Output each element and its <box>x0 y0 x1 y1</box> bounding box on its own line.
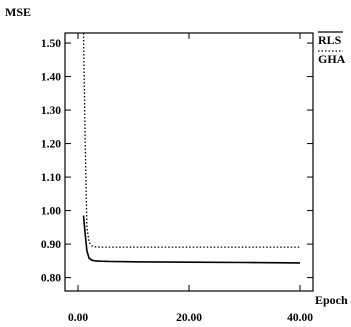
y-tick-label: 0.80 <box>41 273 61 285</box>
series-line-rls <box>82 215 301 264</box>
x-tick-label: 40.00 <box>287 312 313 324</box>
legend-label-gha: GHA <box>318 52 346 66</box>
y-tick-label: 0.90 <box>41 239 61 251</box>
legend-label-rls: RLS <box>318 33 342 47</box>
series-layer <box>82 32 301 264</box>
legend: RLS GHA <box>318 31 346 66</box>
plot-area-border <box>64 32 314 292</box>
x-axis-ticks: 0.00 20.00 40.00 <box>68 33 313 324</box>
x-tick-label: 0.00 <box>68 312 88 324</box>
plot-frame <box>64 32 314 292</box>
y-tick-label: 1.10 <box>41 172 61 184</box>
series-line-gha <box>82 32 300 248</box>
y-tick-label: 1.40 <box>41 72 61 84</box>
y-tick-label: 1.50 <box>41 38 61 50</box>
y-tick-label: 1.20 <box>41 139 61 151</box>
y-axis-ticks: 0.80 0.90 1.00 1.10 1.20 1.30 1.40 1.50 <box>41 38 313 285</box>
y-axis-title: MSE <box>5 5 31 19</box>
y-tick-label: 1.00 <box>41 206 61 218</box>
x-axis-title: Epoch <box>315 293 348 307</box>
x-tick-label: 20.00 <box>176 312 202 324</box>
y-tick-label: 1.30 <box>41 105 61 117</box>
